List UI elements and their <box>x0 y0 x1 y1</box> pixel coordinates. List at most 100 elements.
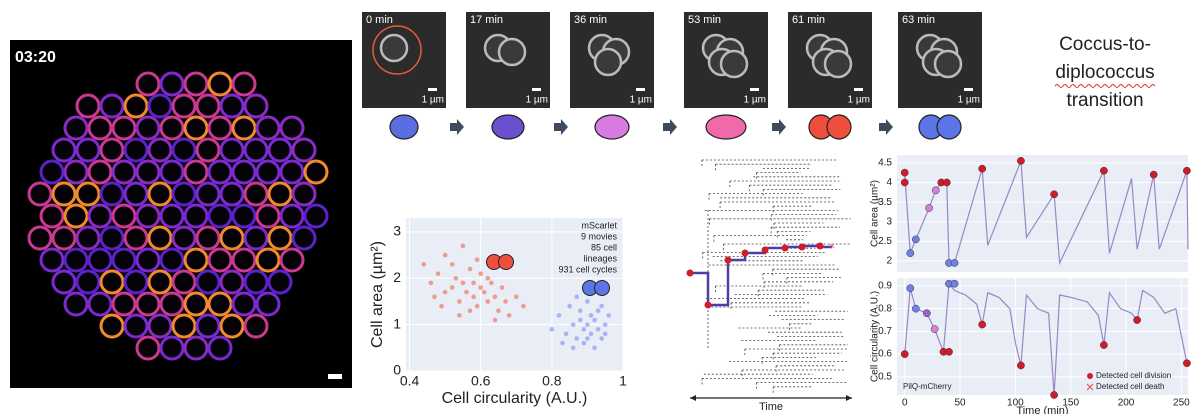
cell <box>243 313 269 339</box>
cell <box>63 247 89 273</box>
cell-icon <box>826 114 852 140</box>
scale-label: 1 µm <box>958 95 980 106</box>
point <box>906 249 915 258</box>
point <box>930 325 939 333</box>
cell <box>159 291 185 317</box>
arrow <box>879 119 893 135</box>
cell <box>135 71 161 97</box>
cell <box>27 181 53 207</box>
cell <box>135 159 161 185</box>
cell <box>231 159 257 185</box>
point <box>460 243 466 249</box>
point <box>602 331 608 337</box>
time-stamp: 03:20 <box>15 49 56 66</box>
point <box>588 331 594 337</box>
legend-label: Detected cell division <box>1096 371 1171 380</box>
point <box>560 340 565 346</box>
cell <box>255 291 281 317</box>
point <box>521 303 526 309</box>
cell <box>291 181 317 207</box>
cell-icon <box>498 254 514 270</box>
cell <box>147 181 173 207</box>
point <box>485 275 491 281</box>
cell <box>243 93 269 119</box>
cell <box>99 269 125 295</box>
cell <box>279 247 305 273</box>
cell <box>171 137 197 163</box>
cell-outline <box>593 47 623 77</box>
cell <box>147 137 173 163</box>
point <box>599 303 604 309</box>
y-tick-label: 0.6 <box>878 349 892 360</box>
point <box>595 326 601 332</box>
division-dot <box>798 243 806 251</box>
point <box>570 322 576 327</box>
cell <box>267 137 293 163</box>
cell <box>243 225 269 251</box>
point <box>950 259 959 267</box>
cell <box>63 203 89 229</box>
cell-outline <box>379 33 409 63</box>
cell <box>123 181 149 207</box>
division-dot <box>741 249 749 257</box>
point <box>945 347 953 356</box>
point <box>567 303 572 309</box>
cell <box>303 159 329 185</box>
division-dot <box>686 269 694 277</box>
point <box>499 285 505 290</box>
frame <box>362 12 446 108</box>
cell <box>195 225 221 251</box>
point <box>578 317 583 323</box>
cell <box>171 225 197 251</box>
y-tick-label: 0.7 <box>878 326 892 337</box>
cell <box>231 203 257 229</box>
cell-icon <box>491 114 525 140</box>
legend-label: Detected cell death <box>1096 382 1165 391</box>
cell <box>243 181 269 207</box>
frame-label: 61 min <box>792 14 825 26</box>
plot-area <box>897 278 1188 395</box>
cell-outline <box>823 49 853 79</box>
cell <box>87 115 113 141</box>
x-tick-label: 0.6 <box>471 373 491 389</box>
point <box>606 313 612 318</box>
cell <box>195 93 221 119</box>
y-tick-label: 3 <box>886 216 892 227</box>
cell <box>159 335 185 361</box>
annotation: lineages <box>583 253 617 263</box>
cell <box>195 269 221 295</box>
cell <box>207 115 233 141</box>
y-axis-label: Cell area (µm²) <box>369 241 386 348</box>
cell <box>219 181 245 207</box>
point <box>595 308 601 314</box>
cell <box>231 291 257 317</box>
x-tick-label: 100 <box>1007 398 1024 409</box>
y-tick-label: 3 <box>393 223 401 239</box>
cell <box>135 291 161 317</box>
cell-icon <box>594 114 630 140</box>
point <box>581 326 587 332</box>
cell <box>279 203 305 229</box>
scale-bar <box>854 88 863 91</box>
caption: Coccus-to- diplococcus transition <box>1054 34 1156 111</box>
cell-outline <box>497 37 527 67</box>
x-tick-label: 250 <box>1173 398 1190 409</box>
cell <box>75 269 101 295</box>
point <box>489 280 494 286</box>
scale-bar <box>750 88 759 91</box>
point <box>570 345 576 351</box>
y-tick-label: 4 <box>886 177 892 188</box>
cell <box>267 181 293 207</box>
point <box>481 289 487 295</box>
lineage-path <box>690 244 832 307</box>
caption-line: Coccus-to- <box>1059 34 1151 55</box>
scale-label: 1 µm <box>630 95 652 106</box>
cell <box>123 225 149 251</box>
cell <box>219 313 245 339</box>
point <box>574 294 580 300</box>
cell <box>231 247 257 273</box>
point <box>978 320 987 329</box>
frame-label: 63 min <box>902 14 935 26</box>
cell <box>183 203 209 229</box>
